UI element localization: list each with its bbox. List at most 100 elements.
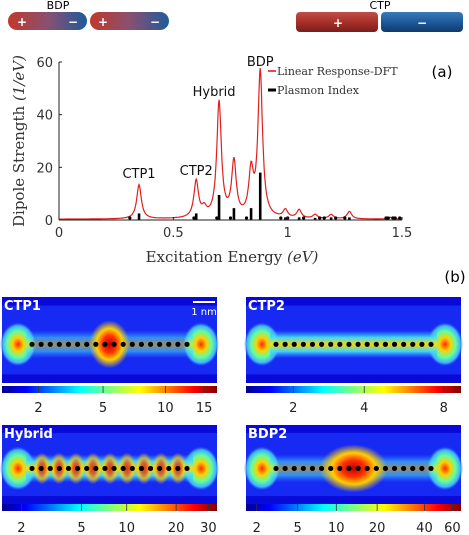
dimer-label-left: BDP — [47, 0, 70, 12]
colorbar-tick-label: 8 — [440, 401, 448, 416]
field-hotspot — [319, 444, 388, 493]
atom — [355, 341, 361, 347]
colorbar-tick-label: 20 — [369, 521, 386, 535]
atom — [364, 341, 370, 347]
colorbar-tick-label: 2 — [289, 401, 297, 416]
colorbar-tick-label: 5 — [99, 401, 107, 416]
field-hotspot — [89, 320, 130, 369]
map-title: BDP2 — [248, 427, 287, 442]
field-map-panel: BDP2 2 5 10 20 40 60 — [244, 425, 463, 535]
plasmon-point — [279, 216, 283, 220]
atom — [147, 465, 154, 472]
ctp-rod-left — [296, 12, 378, 32]
atom — [410, 341, 416, 347]
atom — [346, 341, 352, 347]
atom — [65, 465, 72, 472]
colorbar-tick-label: 10 — [328, 521, 345, 535]
colorbar — [2, 386, 217, 393]
atom — [428, 465, 434, 472]
atom — [391, 341, 398, 347]
colorbar-tick-label: 30 — [200, 521, 217, 535]
minus-sign: − — [417, 16, 427, 30]
map-title: Hybrid — [4, 427, 53, 442]
panel-label-a: (a) — [432, 63, 453, 81]
dimer-schematic: BDP CTP + − + − + − — [8, 0, 463, 32]
atom — [328, 465, 334, 472]
plasmon-point — [302, 216, 306, 220]
atom — [47, 465, 53, 472]
atom — [84, 341, 90, 347]
field-hotspot — [84, 452, 102, 485]
panel-label-b: (b) — [444, 268, 465, 286]
atom — [102, 341, 108, 347]
atom — [410, 465, 416, 472]
atom — [175, 341, 181, 347]
atom — [138, 341, 145, 347]
peak-annotation: CTP2 — [180, 164, 213, 179]
atom — [273, 341, 279, 347]
bdp-rod-left — [8, 12, 87, 30]
plasmon-point — [228, 216, 233, 220]
atom — [84, 465, 90, 472]
atom — [157, 465, 163, 472]
atom — [401, 341, 407, 347]
atom — [129, 465, 135, 472]
atom — [309, 341, 316, 347]
atom — [318, 465, 325, 472]
field-map-panel: CTP2 2 4 8 — [244, 297, 463, 416]
atom — [111, 465, 117, 472]
atom — [65, 341, 72, 347]
plasmon-point — [128, 216, 132, 220]
plasmon-point — [334, 216, 338, 220]
atom — [382, 341, 389, 347]
atom — [309, 465, 316, 472]
peak-annotation: BDP — [247, 55, 274, 70]
atom — [291, 465, 297, 472]
plasmon-point — [398, 216, 402, 220]
atom — [175, 465, 181, 472]
plus-sign: + — [17, 15, 27, 29]
plasmon-point — [391, 216, 395, 220]
atom — [157, 341, 163, 347]
atom — [273, 465, 279, 472]
colorbar — [246, 386, 461, 393]
spectrum-chart: CTP1 CTP2 Hybrid BDP 0 0.5 1 1.5 0 20 40 60 Excita… — [10, 55, 412, 266]
map-title: CTP1 — [4, 299, 41, 314]
peak-annotation: Hybrid — [193, 85, 236, 100]
plasmon-point — [215, 216, 219, 220]
y-tick-label: 60 — [36, 56, 53, 71]
colorbar-tick-label: 20 — [168, 521, 185, 535]
atom — [38, 341, 44, 347]
field-band — [270, 330, 437, 359]
colorbar-tick-label: 5 — [77, 521, 85, 535]
field-hotspot — [118, 452, 136, 485]
atom — [373, 341, 379, 347]
plasmon-point — [244, 216, 249, 220]
atom — [74, 341, 81, 347]
y-tick-label: 0 — [45, 214, 53, 229]
atom — [56, 341, 62, 347]
atom — [382, 465, 389, 472]
atom — [38, 465, 44, 472]
atom — [166, 465, 172, 472]
atom — [291, 341, 297, 347]
atom — [147, 341, 154, 347]
atom — [111, 341, 117, 347]
colorbar-tick-label: 4 — [360, 401, 368, 416]
plasmon-point — [343, 216, 347, 220]
atom — [29, 465, 35, 472]
atom — [318, 341, 325, 347]
atom — [93, 465, 99, 472]
legend-label: Linear Response-DFT — [277, 65, 398, 78]
colorbar-tick-label: 2 — [17, 521, 25, 535]
atom — [337, 341, 343, 347]
colorbar-tick-label: 2 — [253, 521, 261, 535]
plasmon-point — [322, 216, 326, 220]
atom — [364, 465, 370, 472]
atom — [337, 465, 343, 472]
plus-sign: + — [333, 16, 343, 30]
bdp-rod-right — [90, 12, 169, 30]
atom — [166, 341, 172, 347]
x-tick-label: 0 — [55, 226, 63, 241]
